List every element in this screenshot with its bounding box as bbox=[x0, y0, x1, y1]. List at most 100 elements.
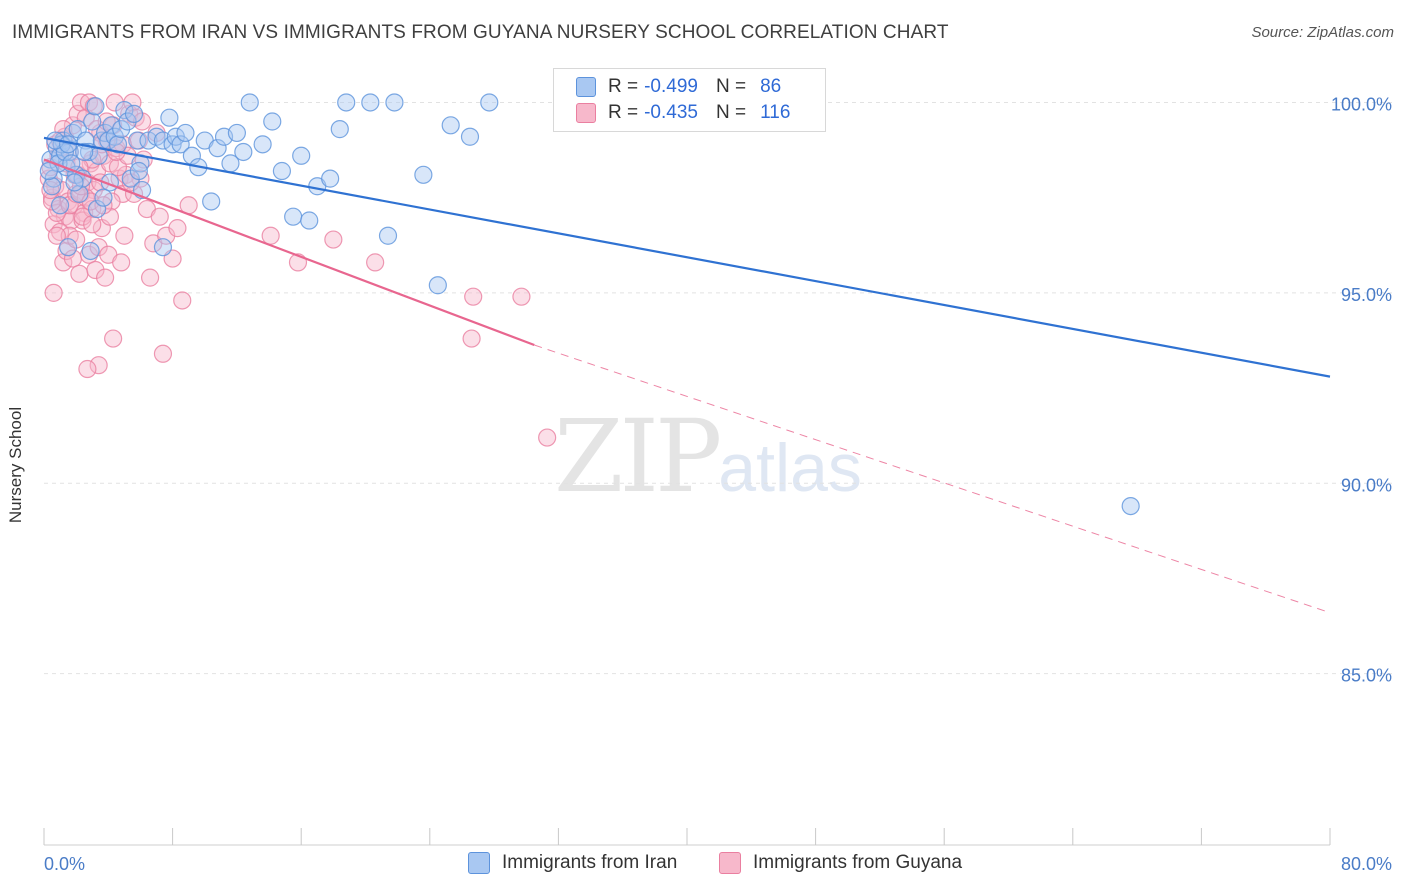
iran-point bbox=[253, 135, 272, 154]
iran-point bbox=[385, 93, 404, 112]
guyana-point bbox=[538, 428, 557, 447]
iran-point bbox=[300, 211, 319, 230]
iran-point bbox=[292, 146, 311, 165]
axes bbox=[43, 828, 1331, 846]
guyana-r-label: R = bbox=[608, 102, 639, 123]
guyana-legend-label: Immigrants from Guyana bbox=[753, 852, 963, 873]
legend-item-iran[interactable]: Immigrants from Iran bbox=[468, 852, 677, 874]
iran-point bbox=[460, 127, 480, 146]
iran-point bbox=[428, 276, 447, 295]
iran-point bbox=[176, 123, 195, 143]
guyana-r-value: -0.435 bbox=[644, 102, 698, 123]
iran-point bbox=[118, 112, 137, 131]
guyana-point bbox=[512, 287, 531, 306]
guyana-n-value: 116 bbox=[760, 102, 791, 123]
iran-point bbox=[42, 177, 62, 196]
guyana-point bbox=[153, 344, 173, 363]
iran-point bbox=[124, 104, 144, 123]
iran-n-label: N = bbox=[715, 76, 747, 97]
guyana-point bbox=[95, 268, 115, 287]
guyana-point bbox=[89, 356, 108, 375]
guyana-point bbox=[70, 264, 89, 283]
watermark-atlas: atlas bbox=[718, 430, 862, 506]
guyana-point bbox=[366, 253, 385, 272]
iran-point bbox=[75, 142, 94, 162]
guyana-point bbox=[86, 260, 105, 280]
guyana-point bbox=[168, 219, 187, 238]
iran-point bbox=[81, 241, 100, 261]
iran-point bbox=[272, 161, 292, 181]
x-tick-label-min: 0.0% bbox=[44, 854, 85, 874]
iran-point bbox=[87, 199, 107, 219]
guyana-trendline bbox=[43, 158, 535, 347]
series-legend: Immigrants from Iran Immigrants from Guy… bbox=[0, 852, 1406, 878]
iran-point bbox=[284, 207, 303, 226]
iran-point bbox=[441, 116, 460, 135]
iran-trendline bbox=[43, 136, 1331, 378]
guyana-point bbox=[115, 226, 134, 245]
guyana-point bbox=[464, 287, 483, 306]
iran-points bbox=[39, 93, 1140, 516]
y-tick-label: 95.0% bbox=[1341, 285, 1392, 305]
guyana-swatch bbox=[576, 103, 596, 123]
guyana-point bbox=[324, 230, 343, 249]
source-label: Source: ZipAtlas.com bbox=[1251, 24, 1394, 41]
iran-swatch bbox=[576, 77, 596, 97]
guyana-point bbox=[261, 226, 280, 245]
legend-row-iran: R = -0.499 N = 86 bbox=[576, 75, 781, 99]
iran-point bbox=[480, 93, 499, 112]
iran-point bbox=[263, 112, 282, 131]
iran-point bbox=[337, 93, 356, 112]
guyana-point bbox=[112, 253, 131, 272]
guyana-point bbox=[83, 215, 102, 234]
y-tick-label: 100.0% bbox=[1331, 94, 1392, 114]
iran-point bbox=[202, 192, 221, 211]
iran-legend-swatch bbox=[468, 852, 490, 874]
guyana-point bbox=[131, 169, 150, 188]
guyana-point bbox=[462, 329, 481, 348]
iran-point bbox=[115, 100, 134, 120]
guyana-point bbox=[78, 359, 97, 379]
guyana-point bbox=[73, 207, 92, 226]
guyana-trendline-extension bbox=[534, 344, 1331, 614]
iran-point bbox=[94, 188, 113, 207]
guyana-point bbox=[47, 226, 66, 245]
guyana-point bbox=[104, 329, 123, 348]
gridlines bbox=[44, 101, 1395, 675]
iran-point bbox=[129, 161, 148, 181]
watermark: ZIPatlas bbox=[554, 398, 862, 515]
guyana-point bbox=[150, 207, 169, 226]
iran-n-value: 86 bbox=[760, 76, 782, 97]
iran-point bbox=[361, 93, 380, 112]
iran-point bbox=[330, 120, 349, 139]
iran-point bbox=[227, 123, 246, 143]
iran-point bbox=[153, 238, 173, 257]
guyana-point bbox=[44, 215, 63, 234]
iran-point bbox=[1121, 496, 1140, 516]
iran-point bbox=[65, 173, 84, 192]
watermark-zip: ZIP bbox=[554, 398, 722, 515]
iran-point bbox=[160, 108, 179, 127]
guyana-point bbox=[105, 93, 124, 112]
iran-point bbox=[378, 226, 398, 245]
iran-point bbox=[321, 169, 340, 188]
legend-item-guyana[interactable]: Immigrants from Guyana bbox=[719, 852, 962, 874]
guyana-legend-swatch bbox=[719, 852, 741, 874]
iran-point bbox=[39, 161, 58, 181]
iran-point bbox=[59, 238, 78, 257]
iran-legend-label: Immigrants from Iran bbox=[502, 852, 678, 873]
iran-point bbox=[70, 184, 89, 203]
correlation-legend: R = -0.499 N = 86 R = -0.435 N = 116 bbox=[553, 68, 826, 132]
iran-r-value: -0.499 bbox=[644, 76, 698, 97]
legend-row-guyana: R = -0.435 N = 116 bbox=[576, 101, 790, 125]
trendlines bbox=[43, 136, 1331, 614]
iran-r-label: R = bbox=[608, 76, 639, 97]
y-tick-label: 85.0% bbox=[1341, 666, 1392, 686]
guyana-point bbox=[44, 283, 63, 302]
iran-point bbox=[208, 139, 227, 158]
iran-point bbox=[50, 196, 70, 215]
iran-point bbox=[108, 135, 128, 154]
tick-labels: 100.0% 95.0% 90.0% 85.0% 0.0% 80.0% bbox=[44, 94, 1392, 874]
guyana-point bbox=[140, 268, 160, 287]
